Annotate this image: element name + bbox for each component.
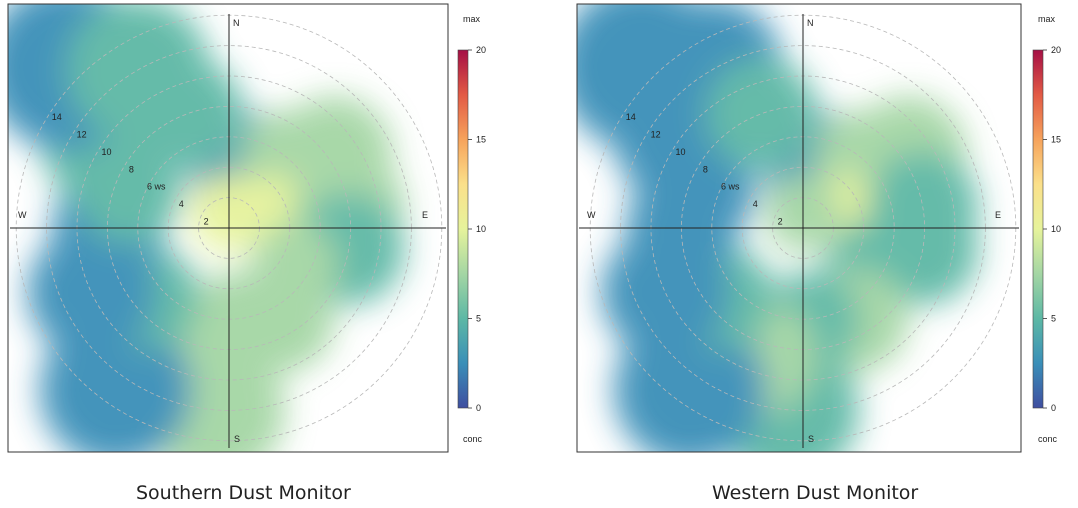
plot-frame <box>7 3 449 453</box>
chart-caption: Western Dust Monitor <box>712 482 919 504</box>
radial-tick-label: 12 <box>651 129 661 139</box>
radial-tick-label: 6 ws <box>721 182 740 192</box>
radial-tick-label: 4 <box>753 199 758 209</box>
direction-label-w: W <box>587 210 596 220</box>
polar-plot-southern: N E S W 2 4 6 ws 8 10 12 14 max conc 0 5 10 15 20 Souther… <box>7 3 486 504</box>
concentration-surface <box>577 4 979 452</box>
color-key-top-label: max <box>1038 14 1056 24</box>
chart-caption: Southern Dust Monitor <box>136 482 351 504</box>
color-key-tick-label: 0 <box>476 403 481 413</box>
radial-tick-label: 4 <box>179 199 184 209</box>
data-point <box>705 57 818 170</box>
radial-tick-label: 6 ws <box>147 182 166 192</box>
direction-label-e: E <box>995 210 1001 220</box>
color-key-tick-label: 5 <box>1051 314 1056 324</box>
color-key-bar <box>1032 49 1044 409</box>
polar-plot-western: N E S W 2 4 6 ws 8 10 12 14 max conc 0 5 10 15 20 Western… <box>539 0 1078 508</box>
direction-label-s: S <box>234 434 240 444</box>
plot-frame <box>576 3 1022 453</box>
color-key-bottom-label: conc <box>463 434 483 444</box>
color-key-tick-label: 15 <box>1051 135 1061 145</box>
radial-tick-label: 12 <box>77 129 87 139</box>
radial-tick-label: 8 <box>129 164 134 174</box>
direction-label-n: N <box>807 18 814 28</box>
concentration-surface <box>8 4 405 452</box>
direction-label-s: S <box>808 434 814 444</box>
color-key-tick-label: 10 <box>476 224 486 234</box>
color-key-tick-label: 5 <box>476 314 481 324</box>
radial-tick-label: 8 <box>703 164 708 174</box>
radial-tick-label: 14 <box>626 112 636 122</box>
color-key-tick-label: 10 <box>1051 224 1061 234</box>
data-point <box>131 57 244 170</box>
direction-label-n: N <box>233 18 240 28</box>
radial-tick-label: 10 <box>675 147 685 157</box>
radial-tick-label: 2 <box>778 217 783 227</box>
direction-label-w: W <box>18 210 27 220</box>
direction-label-e: E <box>422 210 428 220</box>
color-key-tick-label: 20 <box>1051 45 1061 55</box>
color-key-bar <box>457 49 469 409</box>
radial-tick-label: 14 <box>52 112 62 122</box>
color-key-tick-label: 20 <box>476 45 486 55</box>
radial-tick-label: 2 <box>204 217 209 227</box>
radial-tick-label: 10 <box>101 147 111 157</box>
color-key-tick-label: 15 <box>476 135 486 145</box>
color-key-top-label: max <box>463 14 481 24</box>
polar-plot-svg: N E S W 2 4 6 ws 8 10 12 14 max conc 0 5 10 15 20 <box>576 3 1061 453</box>
color-key-bottom-label: conc <box>1038 434 1058 444</box>
color-key-tick-label: 0 <box>1051 403 1056 413</box>
polar-plot-svg: N E S W 2 4 6 ws 8 10 12 14 max conc 0 5 10 15 20 <box>7 3 486 453</box>
